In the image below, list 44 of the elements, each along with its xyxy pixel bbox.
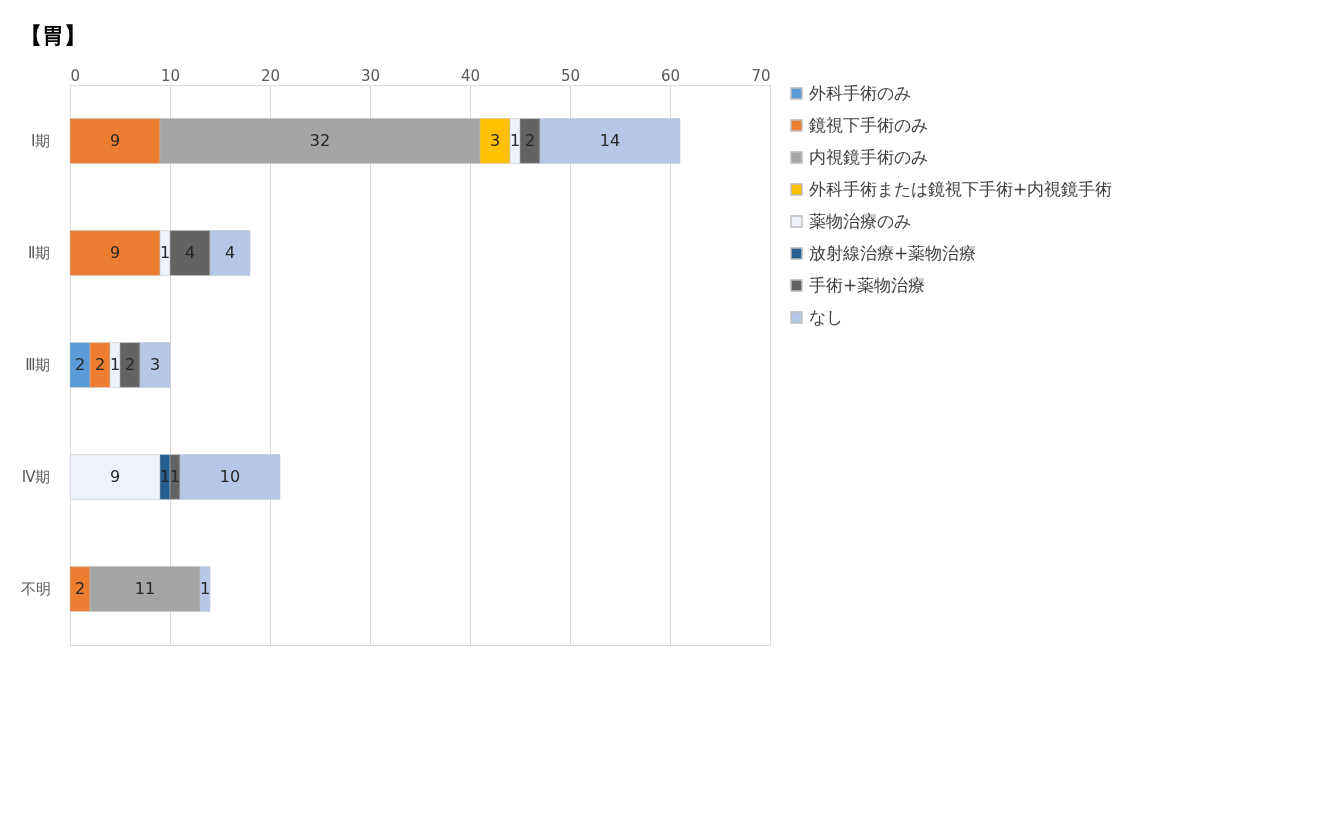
data-label: 1 [159,243,171,262]
x-tick-label: 30 [360,66,381,85]
legend-label: 薬物治療のみ [809,210,911,231]
data-label: 4 [224,243,236,262]
data-label: 1 [169,467,181,486]
data-label: 11 [134,579,156,598]
data-label: 2 [524,131,536,150]
y-tick-label: Ⅲ期 [25,356,51,374]
data-label: 1 [109,355,121,374]
legend-label: 外科手術のみ [809,82,911,103]
data-label: 10 [219,467,241,486]
x-tick-label: 0 [70,66,81,85]
y-tick-label: Ⅱ期 [28,244,51,262]
y-tick-label: Ⅰ期 [31,132,51,150]
data-label: 4 [184,243,196,262]
x-tick-label: 40 [460,66,481,85]
x-tick-label: 10 [160,66,181,85]
data-label: 9 [109,243,121,262]
legend-label: 放射線治療+薬物治療 [809,242,977,263]
legend-label: 外科手術または鏡視下手術+内視鏡手術 [809,178,1113,199]
data-label: 1 [159,467,171,486]
data-label: 3 [149,355,161,374]
data-label: 3 [489,131,501,150]
data-label: 1 [509,131,521,150]
data-label: 2 [74,355,86,374]
chart-title: 【胃】 [20,23,86,48]
y-tick-label: 不明 [20,580,51,598]
data-label: 9 [109,467,121,486]
data-label: 14 [599,131,621,150]
data-label: 1 [199,579,211,598]
y-tick-label: Ⅳ期 [21,468,51,486]
data-label: 32 [309,131,331,150]
data-label: 9 [109,131,121,150]
data-label: 2 [94,355,106,374]
x-tick-label: 50 [560,66,581,85]
data-label: 2 [124,355,136,374]
x-tick-label: 70 [751,66,771,85]
legend-label: 鏡視下手術のみ [809,114,928,135]
x-tick-label: 60 [660,66,681,85]
legend-label: なし [809,306,843,327]
x-tick-label: 20 [260,66,281,85]
legend-label: 内視鏡手術のみ [809,146,928,167]
data-label: 2 [74,579,86,598]
legend-label: 手術+薬物治療 [809,274,926,295]
